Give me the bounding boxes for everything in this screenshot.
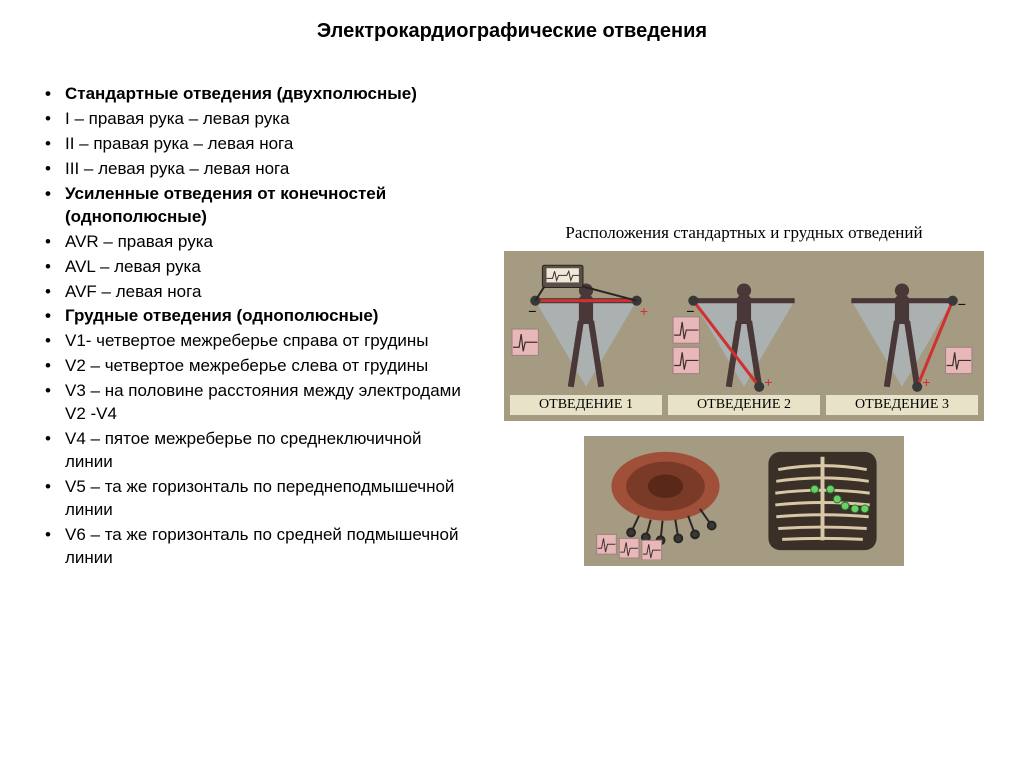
svg-text:−: − — [528, 304, 536, 320]
bullet-item: AVF – левая нога — [65, 281, 464, 304]
bullet-item: II – правая рука – левая нога — [65, 133, 464, 156]
bullet-item: V3 – на половине расстояния между электр… — [65, 380, 464, 426]
svg-text:−: − — [958, 297, 966, 313]
bullet-item: V4 – пятое межреберье по среднеключичной… — [65, 428, 464, 474]
slide-title: Электрокардиографические отведения — [40, 20, 984, 43]
bullet-item: III – левая рука – левая нога — [65, 158, 464, 181]
bullet-item: V1- четвертое межреберье справа от груди… — [65, 330, 464, 353]
top-figure: − + ОТВЕДЕНИЕ 1 — [504, 251, 984, 421]
chest-leads-top-view — [590, 442, 741, 560]
figure-column: Расположения стандартных и грудных отвед… — [464, 83, 984, 572]
lead3-svg: − + — [826, 257, 978, 395]
bullet-list: Стандартные отведения (двухполюсные)I – … — [40, 83, 464, 570]
panel2-label: ОТВЕДЕНИЕ 2 — [668, 395, 820, 415]
content-area: Стандартные отведения (двухполюсные)I – … — [40, 83, 984, 572]
bullet-item: Грудные отведения (однополюсные) — [65, 305, 464, 328]
bullet-item: I – правая рука – левая рука — [65, 108, 464, 131]
bullet-item: AVR – правая рука — [65, 231, 464, 254]
lead-panel-3: − + ОТВЕДЕНИЕ 3 — [826, 257, 978, 415]
bullet-item: V6 – та же горизонталь по средней подмыш… — [65, 524, 464, 570]
svg-text:+: + — [922, 375, 930, 391]
lead-panel-1: − + ОТВЕДЕНИЕ 1 — [510, 257, 662, 415]
panel1-label: ОТВЕДЕНИЕ 1 — [510, 395, 662, 415]
bullet-item: V5 – та же горизонталь по переднеподмыше… — [65, 476, 464, 522]
bullet-item: Стандартные отведения (двухполюсные) — [65, 83, 464, 106]
svg-text:+: + — [640, 304, 648, 320]
bottom-figure — [584, 436, 904, 566]
bullet-item: AVL – левая рука — [65, 256, 464, 279]
bullet-item: V2 – четвертое межреберье слева от груди… — [65, 355, 464, 378]
figure-caption: Расположения стандартных и грудных отвед… — [504, 223, 984, 243]
chest-leads-front-view — [747, 442, 898, 560]
lead1-svg: − + — [510, 257, 662, 395]
bullet-item: Усиленные отведения от конечностей (одно… — [65, 183, 464, 229]
svg-text:+: + — [764, 375, 772, 391]
lead2-svg: − + — [668, 257, 820, 395]
panel3-label: ОТВЕДЕНИЕ 3 — [826, 395, 978, 415]
text-column: Стандартные отведения (двухполюсные)I – … — [40, 83, 464, 572]
lead-panel-2: − + ОТВЕДЕНИЕ 2 — [668, 257, 820, 415]
